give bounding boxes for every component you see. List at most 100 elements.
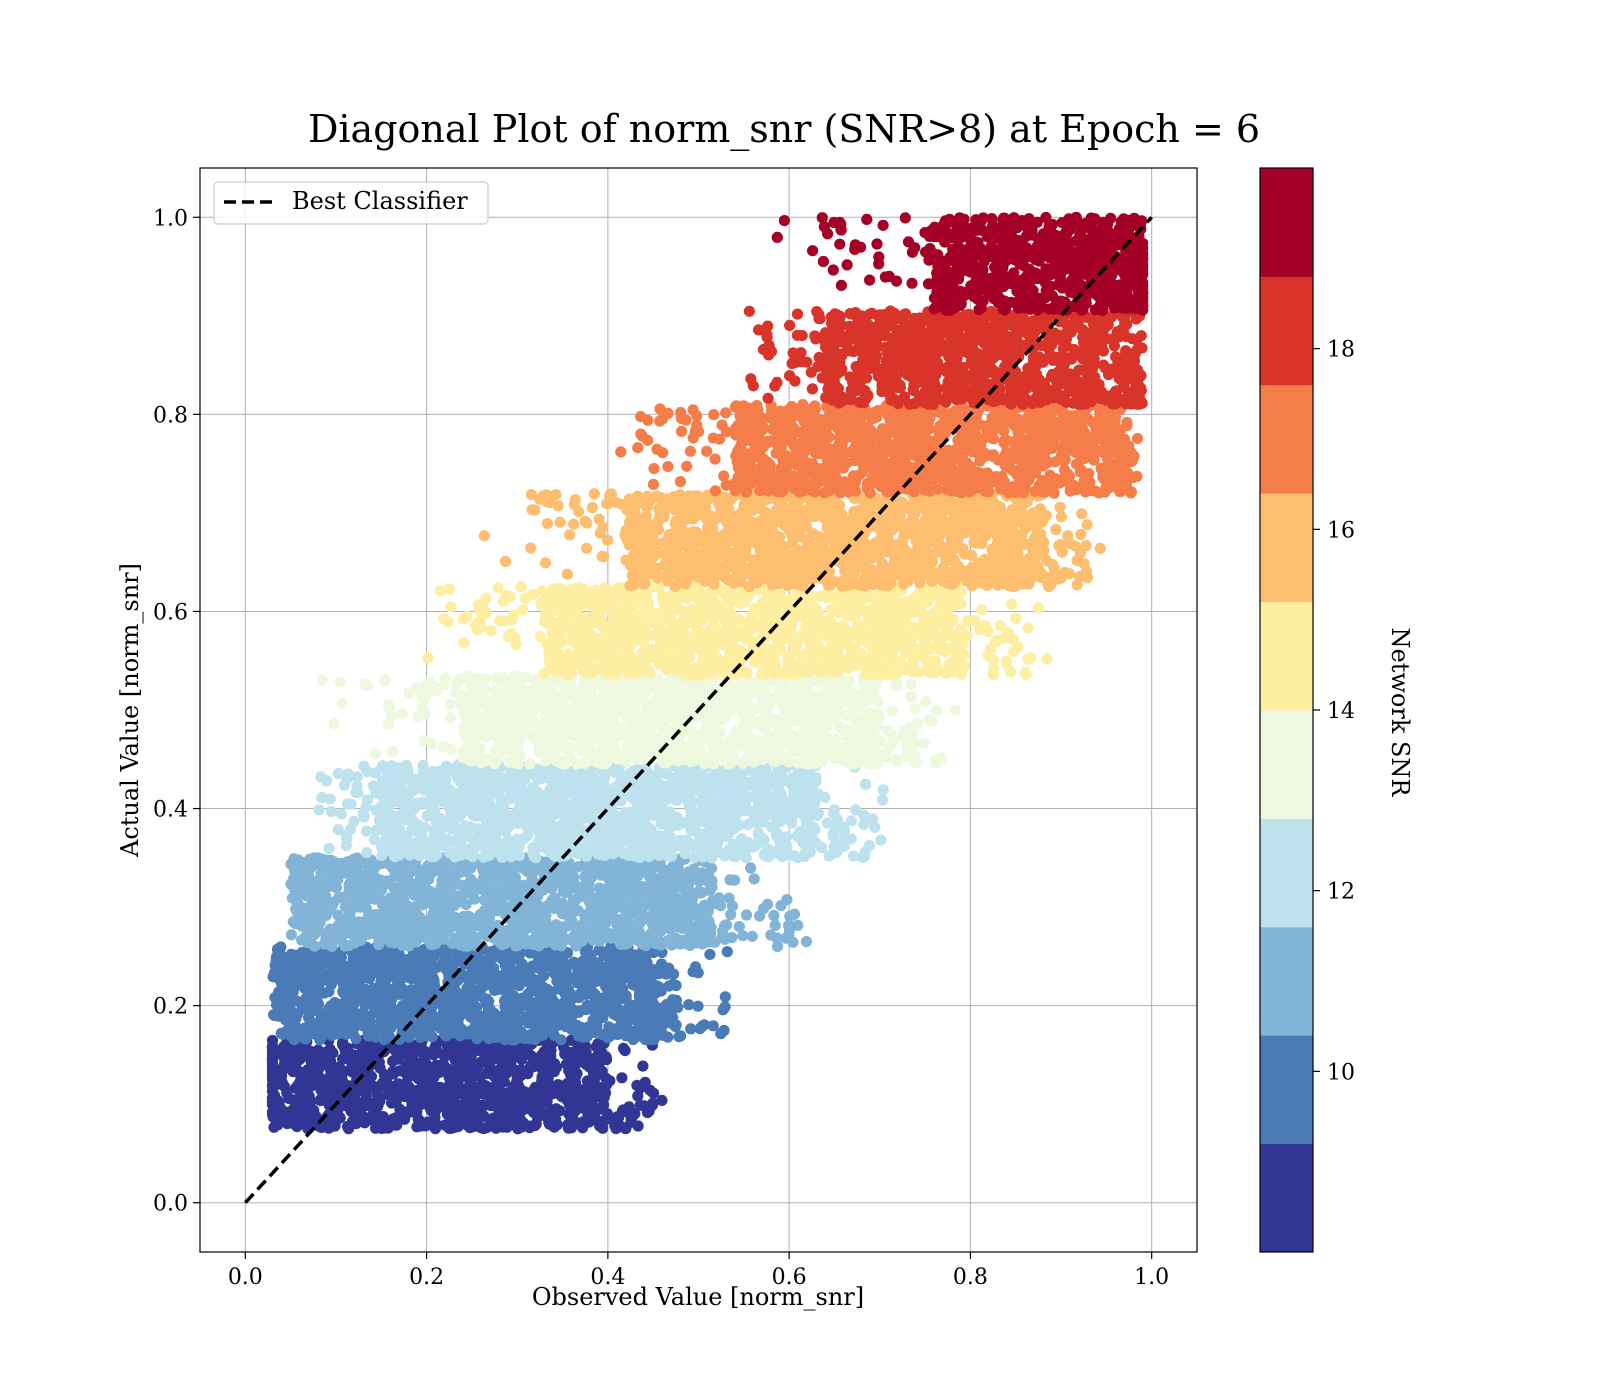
- scatter-point: [465, 862, 477, 874]
- scatter-point: [376, 849, 388, 861]
- scatter-point: [777, 839, 789, 851]
- scatter-point: [609, 767, 621, 779]
- scatter-point: [511, 1049, 523, 1061]
- scatter-point: [634, 1099, 646, 1111]
- scatter-point: [674, 766, 686, 779]
- scatter-point: [514, 784, 526, 796]
- scatter-point: [302, 923, 314, 936]
- scatter-point: [406, 916, 418, 929]
- scatter-point: [429, 1123, 441, 1135]
- scatter-point: [487, 813, 499, 825]
- scatter-point: [592, 848, 604, 860]
- scatter-point: [275, 941, 287, 953]
- scatter-point: [345, 992, 357, 1004]
- scatter-point: [358, 891, 370, 903]
- scatter-point: [593, 1056, 605, 1068]
- scatter-point: [782, 811, 794, 824]
- scatter-point: [752, 785, 764, 797]
- scatter-point: [572, 844, 585, 856]
- scatter-point: [525, 1050, 537, 1062]
- scatter-point: [620, 993, 632, 1005]
- scatter-point: [737, 930, 749, 942]
- scatter-point: [343, 904, 355, 916]
- scatter-point: [644, 1084, 656, 1096]
- scatter-point: [483, 866, 495, 879]
- scatter-point: [435, 1094, 447, 1106]
- scatter-point: [687, 966, 699, 978]
- scatter-point: [545, 836, 557, 848]
- scatter-point: [311, 1004, 323, 1016]
- scatter-point: [294, 1066, 306, 1078]
- scatter-point: [448, 1079, 460, 1092]
- scatter-point: [643, 966, 655, 979]
- scatter-point: [702, 817, 714, 829]
- scatter-point: [683, 799, 695, 811]
- scatter-point: [671, 933, 683, 945]
- scatter-point: [520, 799, 532, 812]
- scatter-point: [675, 872, 688, 884]
- scatter-point: [719, 991, 731, 1003]
- scatter-point: [610, 876, 622, 888]
- scatter-point: [655, 939, 667, 951]
- scatter-point: [576, 927, 589, 939]
- scatter-point: [610, 885, 622, 897]
- scatter-point: [334, 968, 346, 980]
- scatter-point: [379, 780, 391, 792]
- scatter-point: [511, 1072, 523, 1084]
- scatter-point: [289, 978, 301, 991]
- scatter-point: [723, 892, 735, 904]
- scatter-point: [486, 947, 498, 960]
- scatter-point: [734, 795, 746, 807]
- scatter-point: [805, 771, 817, 783]
- scatter-point: [292, 897, 304, 909]
- scatter-point: [486, 1011, 499, 1023]
- scatter-point: [291, 887, 303, 899]
- scatter-point: [574, 809, 586, 821]
- scatter-point: [751, 806, 764, 819]
- scatter-point: [397, 893, 409, 906]
- scatter-point: [568, 992, 580, 1004]
- scatter-point: [298, 998, 310, 1011]
- scatter-point: [332, 1028, 344, 1040]
- scatter-point: [513, 1120, 525, 1133]
- scatter-point: [616, 1105, 628, 1117]
- scatter-point: [800, 936, 813, 948]
- scatter-point: [565, 1047, 577, 1059]
- scatter-point: [571, 938, 583, 950]
- scatter-point: [765, 808, 777, 821]
- scatter-point: [569, 1082, 581, 1094]
- scatter-point: [387, 893, 399, 906]
- scatter-point: [323, 986, 335, 998]
- scatter-point: [527, 938, 539, 951]
- scatter-point: [630, 796, 642, 808]
- scatter-point: [757, 903, 770, 915]
- scatter-point: [555, 1017, 567, 1029]
- scatter-point: [375, 1016, 387, 1028]
- scatter-point: [305, 1025, 317, 1038]
- scatter-point: [769, 919, 781, 932]
- scatter-point: [593, 882, 606, 894]
- scatter-point: [275, 992, 287, 1004]
- scatter-point: [335, 1064, 347, 1076]
- scatter-point: [275, 1027, 287, 1039]
- scatter-point: [402, 875, 414, 887]
- scatter-point: [394, 774, 406, 786]
- scatter-point: [499, 825, 512, 837]
- scatter-point: [478, 894, 491, 906]
- scatter-point: [559, 771, 571, 783]
- scatter-point: [555, 787, 567, 800]
- scatter-point: [663, 785, 675, 798]
- scatter-point: [395, 1089, 407, 1101]
- scatter-point: [702, 901, 714, 914]
- scatter-point: [441, 1007, 453, 1019]
- scatter-point: [314, 873, 326, 885]
- scatter-point: [630, 1009, 642, 1021]
- scatter-point: [783, 919, 795, 932]
- scatter-points: [266, 211, 1149, 1135]
- scatter-point: [387, 964, 399, 976]
- scatter-point: [355, 1008, 367, 1020]
- scatter-point: [566, 1119, 579, 1131]
- scatter-point: [775, 769, 787, 781]
- scatter-point: [315, 963, 327, 975]
- scatter-point: [603, 962, 615, 974]
